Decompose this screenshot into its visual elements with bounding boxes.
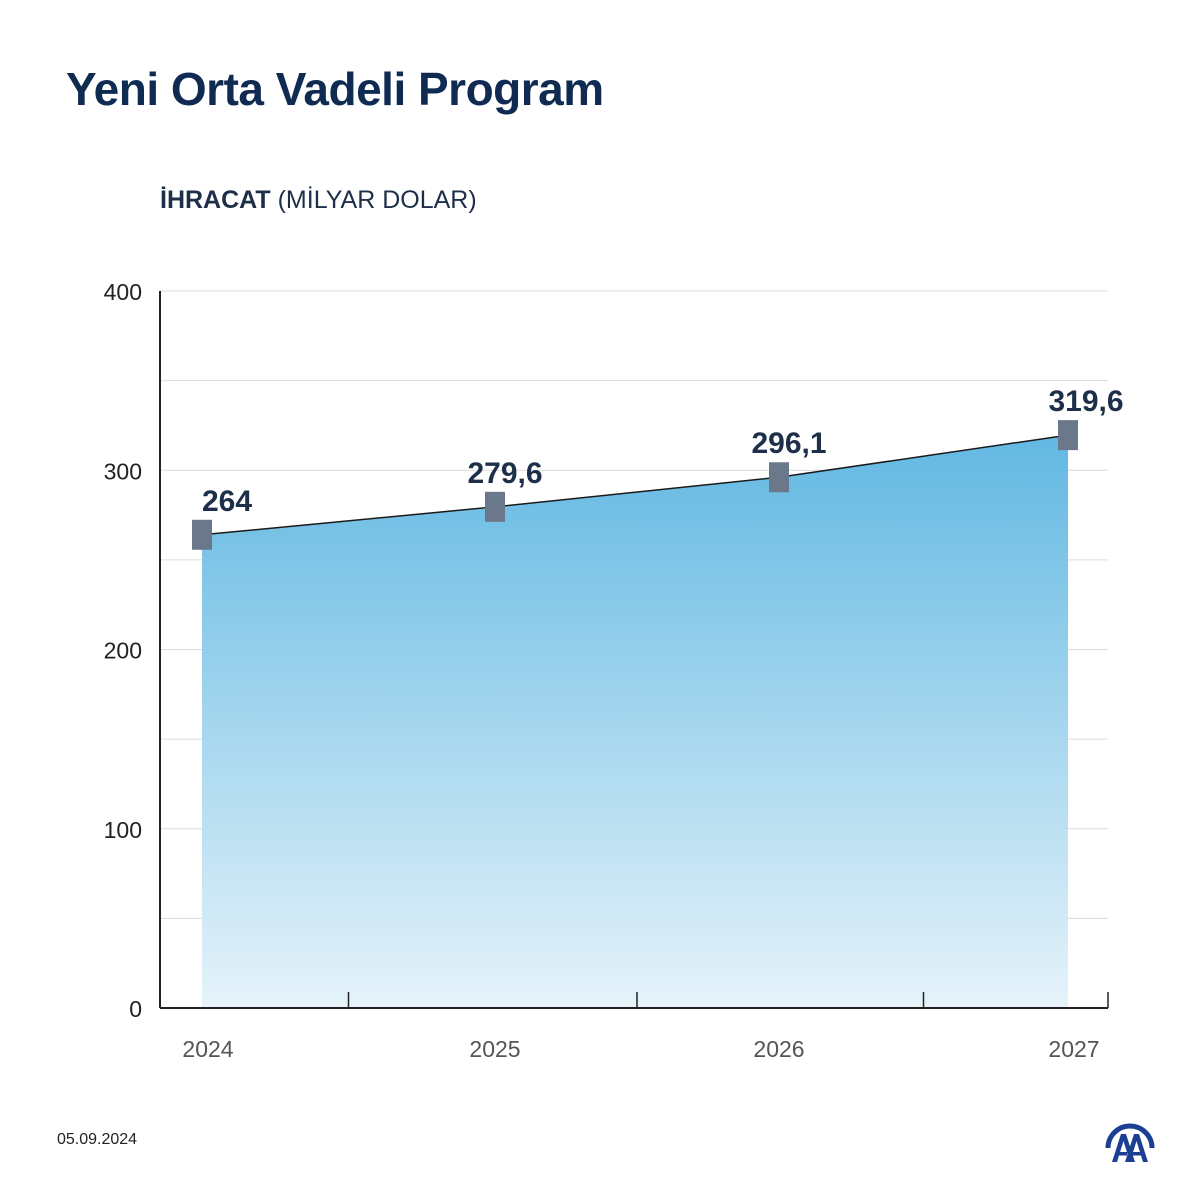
data-label: 279,6 [467,457,542,490]
data-label: 319,6 [1048,385,1123,418]
chart-unit: (MİLYAR DOLAR) [277,186,477,214]
chart-subtitle: İHRACAT (MİLYAR DOLAR) [160,186,477,215]
data-marker [769,462,789,493]
y-tick-label: 300 [104,458,142,484]
x-tick-label: 2024 [182,1036,233,1062]
x-tick-label: 2026 [753,1036,804,1062]
data-marker [485,491,505,522]
x-tick-label: 2025 [469,1036,520,1062]
page-title: Yeni Orta Vadeli Program [66,63,604,115]
y-tick-label: 400 [104,279,142,305]
axes: 0 100 200 300 400 2024 2025 2026 2027 [104,279,1109,1062]
labels: 264 279,6 296,1 319,6 [202,385,1124,518]
x-tick-label: 2027 [1048,1036,1099,1062]
markers [192,420,1078,550]
y-tick-label: 0 [129,996,142,1022]
data-label: 296,1 [751,427,826,460]
area-fill [202,435,1068,1008]
aa-logo-icon [1105,1123,1155,1162]
publish-date: 05.09.2024 [57,1131,138,1148]
y-tick-label: 100 [104,817,142,843]
y-tick-label: 200 [104,638,142,664]
data-label: 264 [202,485,252,518]
data-marker [192,519,212,550]
area-layer [201,434,1069,1008]
data-marker [1058,420,1078,451]
series-line [201,434,1069,536]
chart-title: İHRACAT [160,186,271,214]
